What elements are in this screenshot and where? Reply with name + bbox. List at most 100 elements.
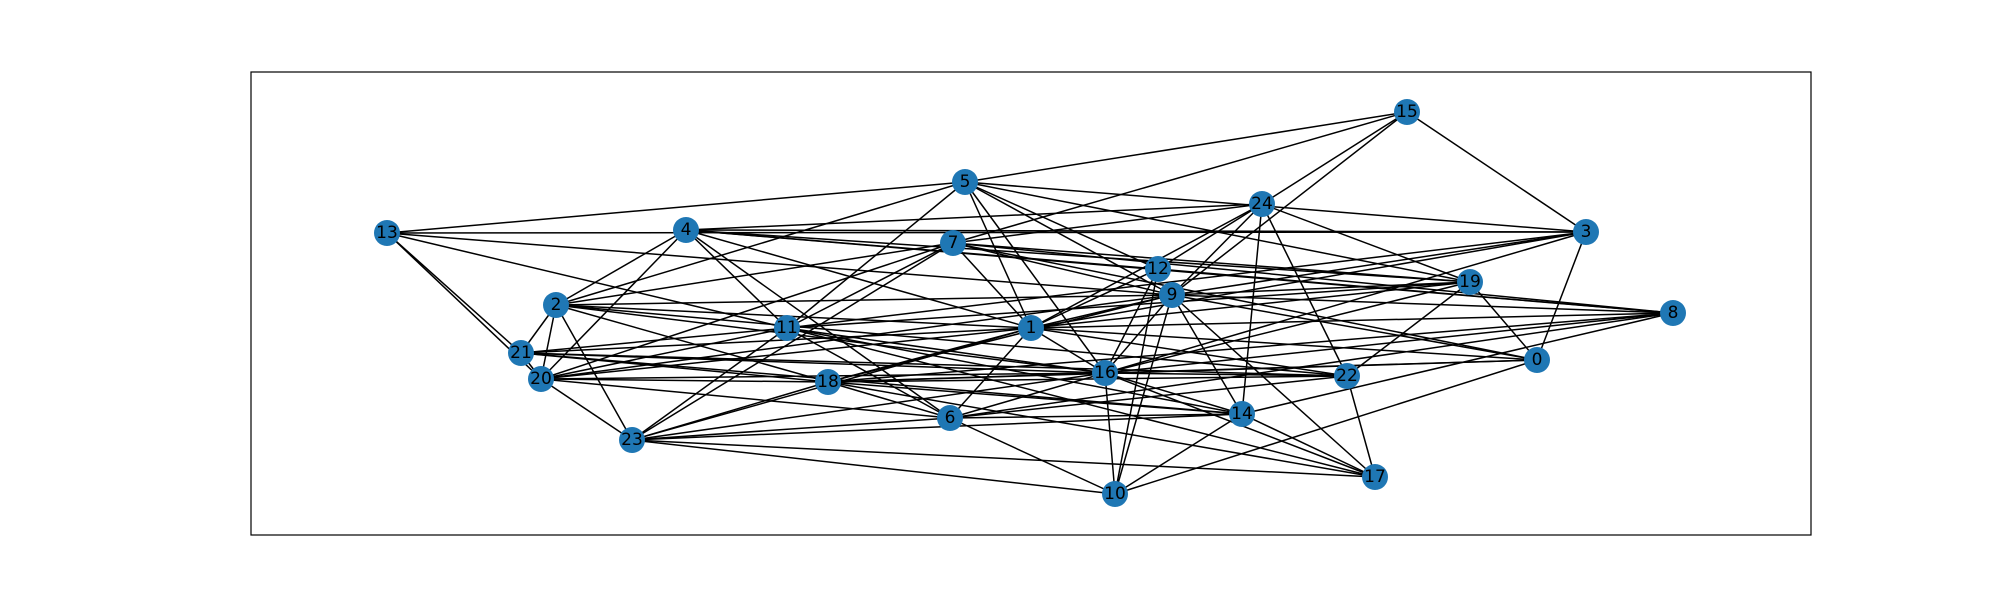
node-circle-1 [1018, 315, 1044, 341]
node-label-15: 15 [1396, 102, 1418, 122]
edge-9-0 [1171, 294, 1538, 361]
edge-14-23 [631, 413, 1243, 441]
edge-11-21 [520, 327, 788, 354]
node-label-23: 23 [621, 430, 643, 450]
edge-12-8 [1157, 268, 1674, 314]
edge-24-4 [685, 203, 1263, 231]
edge-11-23 [631, 327, 788, 441]
edge-5-9 [964, 181, 1173, 296]
edge-5-1 [964, 181, 1032, 329]
node-14: 14 [1229, 401, 1255, 427]
node-circle-13 [374, 220, 400, 246]
edge-20-23 [540, 378, 633, 441]
node-label-20: 20 [530, 369, 552, 389]
edge-19-16 [1104, 281, 1471, 374]
node-label-2: 2 [551, 295, 562, 315]
node-label-10: 10 [1104, 484, 1126, 504]
node-6: 6 [937, 405, 963, 431]
node-label-19: 19 [1459, 272, 1481, 292]
edge-12-10 [1114, 268, 1159, 495]
node-label-5: 5 [960, 172, 971, 192]
node-label-18: 18 [817, 372, 839, 392]
edge-23-10 [631, 439, 1116, 495]
node-circle-5 [952, 169, 978, 195]
node-label-11: 11 [776, 318, 798, 338]
edge-19-9 [1171, 281, 1471, 296]
edge-15-7 [952, 111, 1408, 244]
edge-7-8 [952, 242, 1674, 314]
node-circle-16 [1092, 360, 1118, 386]
edge-3-16 [1104, 231, 1587, 374]
node-circle-19 [1457, 269, 1483, 295]
node-label-24: 24 [1251, 194, 1273, 214]
node-1: 1 [1018, 315, 1044, 341]
edge-5-13 [386, 181, 966, 234]
edge-13-9 [386, 232, 1173, 296]
edge-7-2 [555, 242, 954, 306]
edge-9-1 [1030, 294, 1173, 329]
edge-13-11 [386, 232, 788, 329]
edge-18-23 [631, 381, 829, 441]
node-circle-9 [1159, 282, 1185, 308]
node-label-22: 22 [1336, 366, 1358, 386]
node-12: 12 [1145, 256, 1171, 282]
edge-1-16 [1030, 327, 1106, 374]
edge-3-11 [786, 231, 1587, 329]
node-label-8: 8 [1668, 303, 1679, 323]
node-circle-4 [673, 217, 699, 243]
edge-19-1 [1030, 281, 1471, 329]
edge-8-1 [1030, 312, 1674, 329]
node-4: 4 [673, 217, 699, 243]
edge-11-14 [786, 327, 1243, 415]
edge-9-16 [1104, 294, 1173, 374]
edge-5-3 [964, 181, 1587, 233]
edge-1-0 [1030, 327, 1538, 361]
edge-21-14 [520, 352, 1243, 415]
edge-23-17 [631, 439, 1376, 478]
node-label-9: 9 [1167, 285, 1178, 305]
edge-3-0 [1536, 231, 1587, 361]
node-21: 21 [508, 340, 534, 366]
edge-20-18 [540, 378, 829, 383]
node-3: 3 [1573, 219, 1599, 245]
edge-5-16 [964, 181, 1106, 374]
node-label-16: 16 [1094, 363, 1116, 383]
node-10: 10 [1102, 481, 1128, 507]
edge-16-14 [1104, 372, 1243, 415]
edge-13-21 [386, 232, 522, 354]
node-circle-11 [774, 315, 800, 341]
edge-16-22 [1104, 372, 1348, 377]
node-circle-0 [1524, 347, 1550, 373]
node-5: 5 [952, 169, 978, 195]
edge-24-9 [1171, 203, 1263, 296]
edge-1-6 [949, 327, 1032, 419]
edges-layer [386, 111, 1674, 495]
node-2: 2 [543, 292, 569, 318]
node-label-21: 21 [510, 343, 532, 363]
node-label-7: 7 [948, 233, 959, 253]
node-19: 19 [1457, 269, 1483, 295]
node-circle-12 [1145, 256, 1171, 282]
edge-7-11 [786, 242, 954, 329]
edge-7-19 [952, 242, 1471, 283]
edge-2-1 [555, 304, 1032, 329]
edge-24-12 [1157, 203, 1263, 270]
node-7: 7 [940, 230, 966, 256]
node-label-6: 6 [945, 408, 956, 428]
node-circle-8 [1660, 300, 1686, 326]
edge-1-21 [520, 327, 1032, 354]
node-circle-6 [937, 405, 963, 431]
edge-16-10 [1104, 372, 1116, 495]
edge-22-6 [949, 375, 1348, 419]
edge-9-2 [555, 294, 1173, 306]
edge-16-6 [949, 372, 1106, 419]
node-8: 8 [1660, 300, 1686, 326]
node-18: 18 [815, 369, 841, 395]
edge-12-1 [1030, 268, 1159, 329]
node-label-4: 4 [681, 220, 692, 240]
edge-2-22 [555, 304, 1348, 377]
edge-3-9 [1171, 231, 1587, 296]
edge-4-2 [555, 229, 687, 306]
edge-15-3 [1406, 111, 1587, 233]
